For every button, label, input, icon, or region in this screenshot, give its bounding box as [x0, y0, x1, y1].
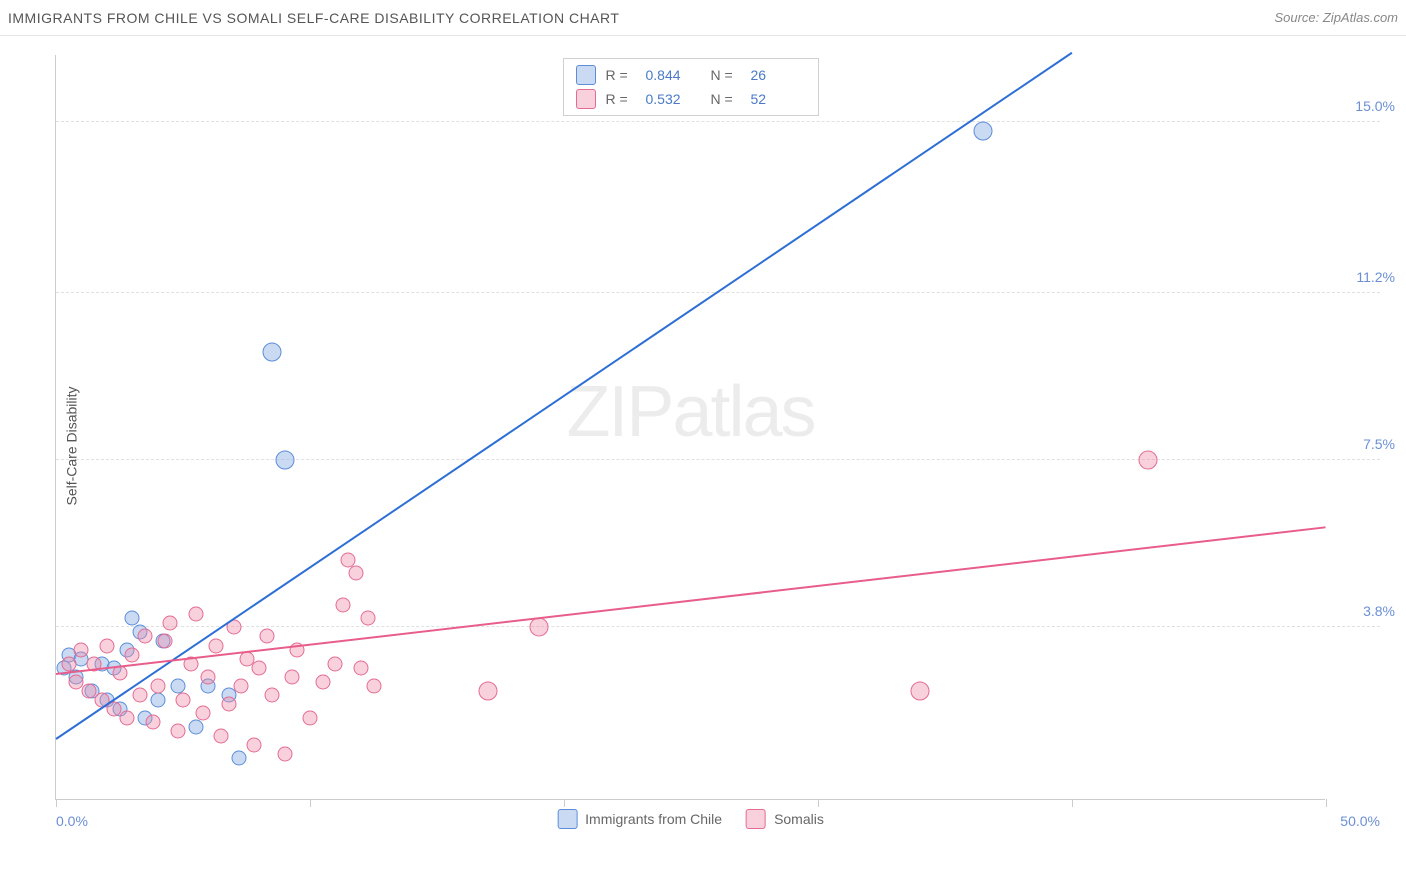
legend-r-value: 0.532: [646, 91, 701, 107]
scatter-point-somalis: [259, 629, 274, 644]
x-axis-min-label: 0.0%: [56, 813, 88, 829]
scatter-point-somalis: [214, 728, 229, 743]
scatter-point-somalis: [353, 661, 368, 676]
scatter-point-somalis: [478, 681, 497, 700]
scatter-point-somalis: [247, 737, 262, 752]
chart-source: Source: ZipAtlas.com: [1274, 10, 1398, 25]
legend-row: R = 0.844 N = 26: [576, 63, 806, 87]
legend-label: Somalis: [774, 811, 824, 827]
legend-swatch: [746, 809, 766, 829]
scatter-point-somalis: [366, 679, 381, 694]
scatter-point-somalis: [188, 606, 203, 621]
scatter-point-somalis: [209, 638, 224, 653]
scatter-point-chile: [262, 343, 281, 362]
scatter-point-somalis: [120, 710, 135, 725]
legend-item: Somalis: [746, 809, 824, 829]
scatter-point-somalis: [348, 566, 363, 581]
scatter-point-somalis: [252, 661, 267, 676]
legend-label: Immigrants from Chile: [585, 811, 722, 827]
scatter-point-somalis: [196, 706, 211, 721]
scatter-point-somalis: [201, 670, 216, 685]
scatter-point-somalis: [125, 647, 140, 662]
scatter-point-chile: [188, 719, 203, 734]
scatter-point-somalis: [74, 643, 89, 658]
scatter-point-somalis: [303, 710, 318, 725]
gridline: [56, 121, 1380, 122]
legend-swatch: [576, 65, 596, 85]
scatter-point-somalis: [132, 688, 147, 703]
legend-row: R = 0.532 N = 52: [576, 87, 806, 111]
x-tick: [1072, 799, 1073, 807]
y-tick-label: 15.0%: [1335, 98, 1395, 114]
gridline: [56, 459, 1380, 460]
plot-area: ZIPatlas R =0.844N =26R =0.532N =52 0.0%…: [55, 55, 1325, 800]
legend-n-label: N =: [711, 91, 741, 107]
scatter-point-chile: [275, 451, 294, 470]
scatter-point-somalis: [529, 618, 548, 637]
legend-n-value: 52: [751, 91, 806, 107]
gridline: [56, 626, 1380, 627]
y-tick-label: 3.8%: [1335, 603, 1395, 619]
trend-line-chile: [55, 52, 1072, 740]
scatter-point-somalis: [61, 656, 76, 671]
scatter-point-somalis: [1139, 451, 1158, 470]
scatter-point-chile: [150, 692, 165, 707]
scatter-point-somalis: [170, 724, 185, 739]
scatter-point-somalis: [145, 715, 160, 730]
scatter-point-somalis: [361, 611, 376, 626]
scatter-point-somalis: [99, 638, 114, 653]
scatter-point-somalis: [221, 697, 236, 712]
scatter-point-somalis: [163, 615, 178, 630]
x-tick: [1326, 799, 1327, 807]
y-tick-label: 11.2%: [1335, 269, 1395, 285]
scatter-point-somalis: [328, 656, 343, 671]
scatter-point-somalis: [150, 679, 165, 694]
x-tick: [310, 799, 311, 807]
legend-r-label: R =: [606, 91, 636, 107]
legend-n-value: 26: [751, 67, 806, 83]
legend-r-value: 0.844: [646, 67, 701, 83]
x-tick: [56, 799, 57, 807]
x-tick: [818, 799, 819, 807]
scatter-point-somalis: [176, 692, 191, 707]
scatter-point-somalis: [336, 597, 351, 612]
x-tick: [564, 799, 565, 807]
legend-series: Immigrants from Chile Somalis: [557, 809, 824, 829]
trend-line-somalis: [56, 526, 1326, 675]
chart-header: IMMIGRANTS FROM CHILE VS SOMALI SELF-CAR…: [0, 0, 1406, 36]
legend-item: Immigrants from Chile: [557, 809, 722, 829]
legend-n-label: N =: [711, 67, 741, 83]
legend-swatch: [576, 89, 596, 109]
scatter-point-somalis: [137, 629, 152, 644]
chart-title: IMMIGRANTS FROM CHILE VS SOMALI SELF-CAR…: [8, 10, 619, 26]
legend-correlation: R = 0.844 N = 26 R = 0.532 N = 52: [563, 58, 819, 116]
legend-swatch: [557, 809, 577, 829]
scatter-point-chile: [231, 751, 246, 766]
scatter-point-somalis: [910, 681, 929, 700]
watermark: ZIPatlas: [566, 371, 814, 453]
scatter-point-somalis: [264, 688, 279, 703]
y-tick-label: 7.5%: [1335, 436, 1395, 452]
x-axis-max-label: 50.0%: [1340, 813, 1380, 829]
scatter-point-somalis: [158, 633, 173, 648]
scatter-point-somalis: [285, 670, 300, 685]
scatter-point-somalis: [315, 674, 330, 689]
scatter-point-somalis: [234, 679, 249, 694]
scatter-point-chile: [974, 121, 993, 140]
scatter-point-somalis: [277, 746, 292, 761]
legend-r-label: R =: [606, 67, 636, 83]
